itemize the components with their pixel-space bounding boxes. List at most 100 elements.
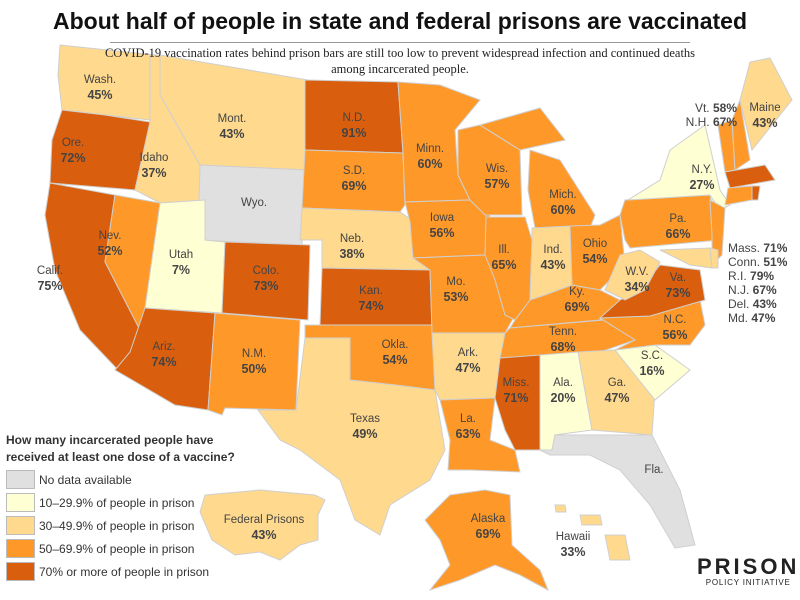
state-name: Iowa [429,212,455,224]
state-value: 43% [219,127,245,141]
state-label-ne: Neb. 38% [339,232,364,262]
state-label-hi: Hawaii 33% [556,530,591,560]
legend-label: No data available [39,472,132,487]
state-name: Va. [669,272,687,284]
state-shape-tx [257,337,446,536]
state-shape-hi [604,534,631,561]
state-name: Conn. [728,255,764,269]
state-label-mo: Mo. 53% [443,275,468,305]
state-label-nc: N.C. 56% [662,313,687,343]
state-shape-fed [199,489,326,561]
state-label-de: Del. 43% [728,297,777,311]
state-name: Texas [349,413,381,425]
legend-title: How many incarcerated people have receiv… [6,433,235,464]
state-shape-hi [579,514,603,526]
state-value: 73% [665,286,691,300]
state-name: Federal Prisons [223,514,305,526]
state-label-me: Maine 43% [749,101,780,131]
state-value: 38% [339,247,365,261]
state-value: 43% [752,116,778,130]
state-name: S.C. [640,350,664,362]
state-shape-co [221,241,311,321]
state-value: 69% [341,179,367,193]
state-name: Md. [728,311,752,325]
state-value: 69% [475,527,501,541]
state-value: 73% [253,279,279,293]
state-name: Fla. [644,464,664,476]
state-name: Colo. [252,265,280,277]
state-value: 43% [251,528,277,542]
state-label-vt: Vt. 58% [695,101,737,115]
state-label-co: Colo. 73% [253,264,280,294]
state-label-tx: Texas 49% [350,412,380,442]
state-label-nj: N.J. 67% [728,283,777,297]
state-label-fed: Federal Prisons 43% [224,513,305,543]
state-label-tn: Tenn. 68% [549,325,577,355]
state-value: 72% [60,151,86,165]
state-name: Mont. [217,113,247,125]
state-value: 91% [341,126,367,140]
state-value: 67% [752,283,777,297]
state-label-mi: Mich. 60% [549,188,576,218]
state-shape-hi [554,504,567,513]
state-label-mt: Mont. 43% [218,112,247,142]
state-name: Kan. [359,285,383,297]
state-name: La. [460,413,476,425]
state-label-md: Md. 47% [728,311,775,325]
state-value: 75% [37,279,63,293]
state-label-ma: Mass. 71% [728,241,787,255]
state-value: 74% [358,299,384,313]
state-name: Minn. [415,143,445,155]
state-name: N.M. [241,348,267,360]
state-name: Ariz. [152,341,176,353]
state-name: Hawaii [555,531,591,543]
state-name: Del. [728,297,753,311]
legend-label: 50–69.9% of people in prison [39,541,195,556]
state-shape-la [439,397,521,473]
state-value: 52% [97,244,123,258]
state-name: Ill. [498,244,510,256]
state-name: Utah [168,249,194,261]
state-value: 54% [582,252,608,266]
state-value: 54% [382,353,408,367]
state-name: Maine [749,102,781,114]
state-label-va: Va. 73% [665,271,690,301]
state-value: 47% [455,361,481,375]
state-label-ms: Miss. 71% [503,376,530,406]
state-name: Wash. [83,74,117,86]
state-shape-ma [724,164,776,189]
state-value: 71% [503,391,529,405]
state-label-pa: Pa. 66% [665,212,690,242]
state-label-nh: N.H. 67% [686,115,737,129]
legend: How many incarcerated people have receiv… [6,432,256,583]
state-name: Mass. [728,241,764,255]
state-value: 27% [689,178,715,192]
state-value: 47% [751,311,776,325]
legend-swatch [6,493,35,512]
state-label-al: Ala. 20% [550,376,575,406]
legend-label: 70% or more of people in prison [39,564,210,579]
legend-swatch [6,539,35,558]
state-label-sd: S.D. 69% [341,164,366,194]
state-name: Ohio [582,238,608,250]
state-name: Neb. [339,233,365,245]
state-value: 57% [484,177,510,191]
state-label-wi: Wis. 57% [484,162,509,192]
state-value: 47% [604,391,630,405]
state-value: 50% [241,362,267,376]
state-value: 16% [639,364,665,378]
state-name: Calif. [36,265,64,277]
state-name: Nev. [98,230,122,242]
state-value: 65% [491,258,517,272]
logo-line2: POLICY INITIATIVE [705,578,791,587]
state-name: Ala. [553,377,573,389]
legend-label: 10–29.9% of people in prison [39,495,195,510]
prison-policy-initiative-logo: PRISON POLICY INITIATIVE [697,556,799,588]
state-label-mn: Minn. 60% [416,142,444,172]
state-label-ar: Ark. 47% [455,346,480,376]
state-value: 56% [662,328,688,342]
state-value: 7% [171,263,191,277]
state-value: 56% [429,226,455,240]
legend-item: 30–49.9% of people in prison [6,514,256,537]
state-value: 49% [352,427,378,441]
